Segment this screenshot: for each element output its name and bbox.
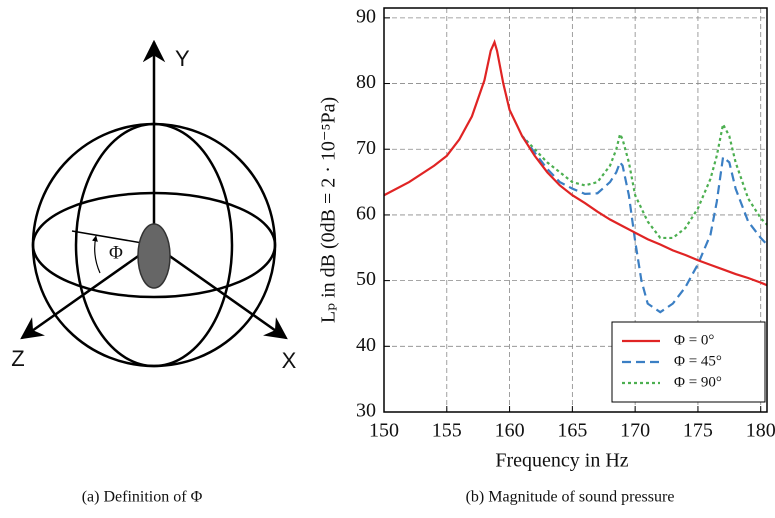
series-line: [383, 38, 768, 287]
x-axis-title: Frequency in Hz: [495, 450, 628, 472]
y-label: Y: [175, 46, 190, 71]
legend-label: Φ = 90°: [674, 374, 722, 390]
x-axis-arrow: [153, 243, 288, 340]
sphere-diagram: [20, 39, 288, 368]
angle-label: Φ: [109, 242, 123, 263]
x-tick-label: 155: [432, 420, 462, 442]
y-tick-label: 50: [356, 268, 376, 290]
y-tick-label: 90: [356, 5, 376, 27]
z-axis-arrow: [20, 243, 155, 340]
legend-label: Φ = 45°: [674, 353, 722, 369]
x-tick-label: 175: [683, 420, 713, 442]
y-tick-label: 30: [356, 400, 376, 422]
x-tick-label: 180: [746, 420, 775, 442]
x-label: X: [282, 348, 297, 373]
legend-box: [611, 321, 766, 403]
y-tick-label: 40: [356, 334, 376, 356]
x-tick-label: 165: [557, 420, 587, 442]
angle-arc: [91, 235, 101, 274]
plot-border: [383, 7, 768, 413]
y-tick-label: 70: [356, 137, 376, 159]
caption-b: (b) Magnitude of sound pressure: [466, 489, 675, 506]
y-tick-label: 80: [356, 71, 376, 93]
x-tick-label: 170: [620, 420, 650, 442]
y-tick-label: 60: [356, 203, 376, 225]
source-disc: [137, 223, 171, 289]
y-axis-title: Lₚ in dB (0dB = 2 · 10⁻⁵Pa): [318, 97, 340, 323]
series-line: [521, 135, 768, 314]
caption-a: (a) Definition of Φ: [82, 489, 203, 506]
legend-label: Φ = 0°: [674, 332, 714, 348]
x-tick-label: 150: [369, 420, 399, 442]
z-label: Z: [11, 346, 24, 371]
x-tick-label: 160: [495, 420, 525, 442]
